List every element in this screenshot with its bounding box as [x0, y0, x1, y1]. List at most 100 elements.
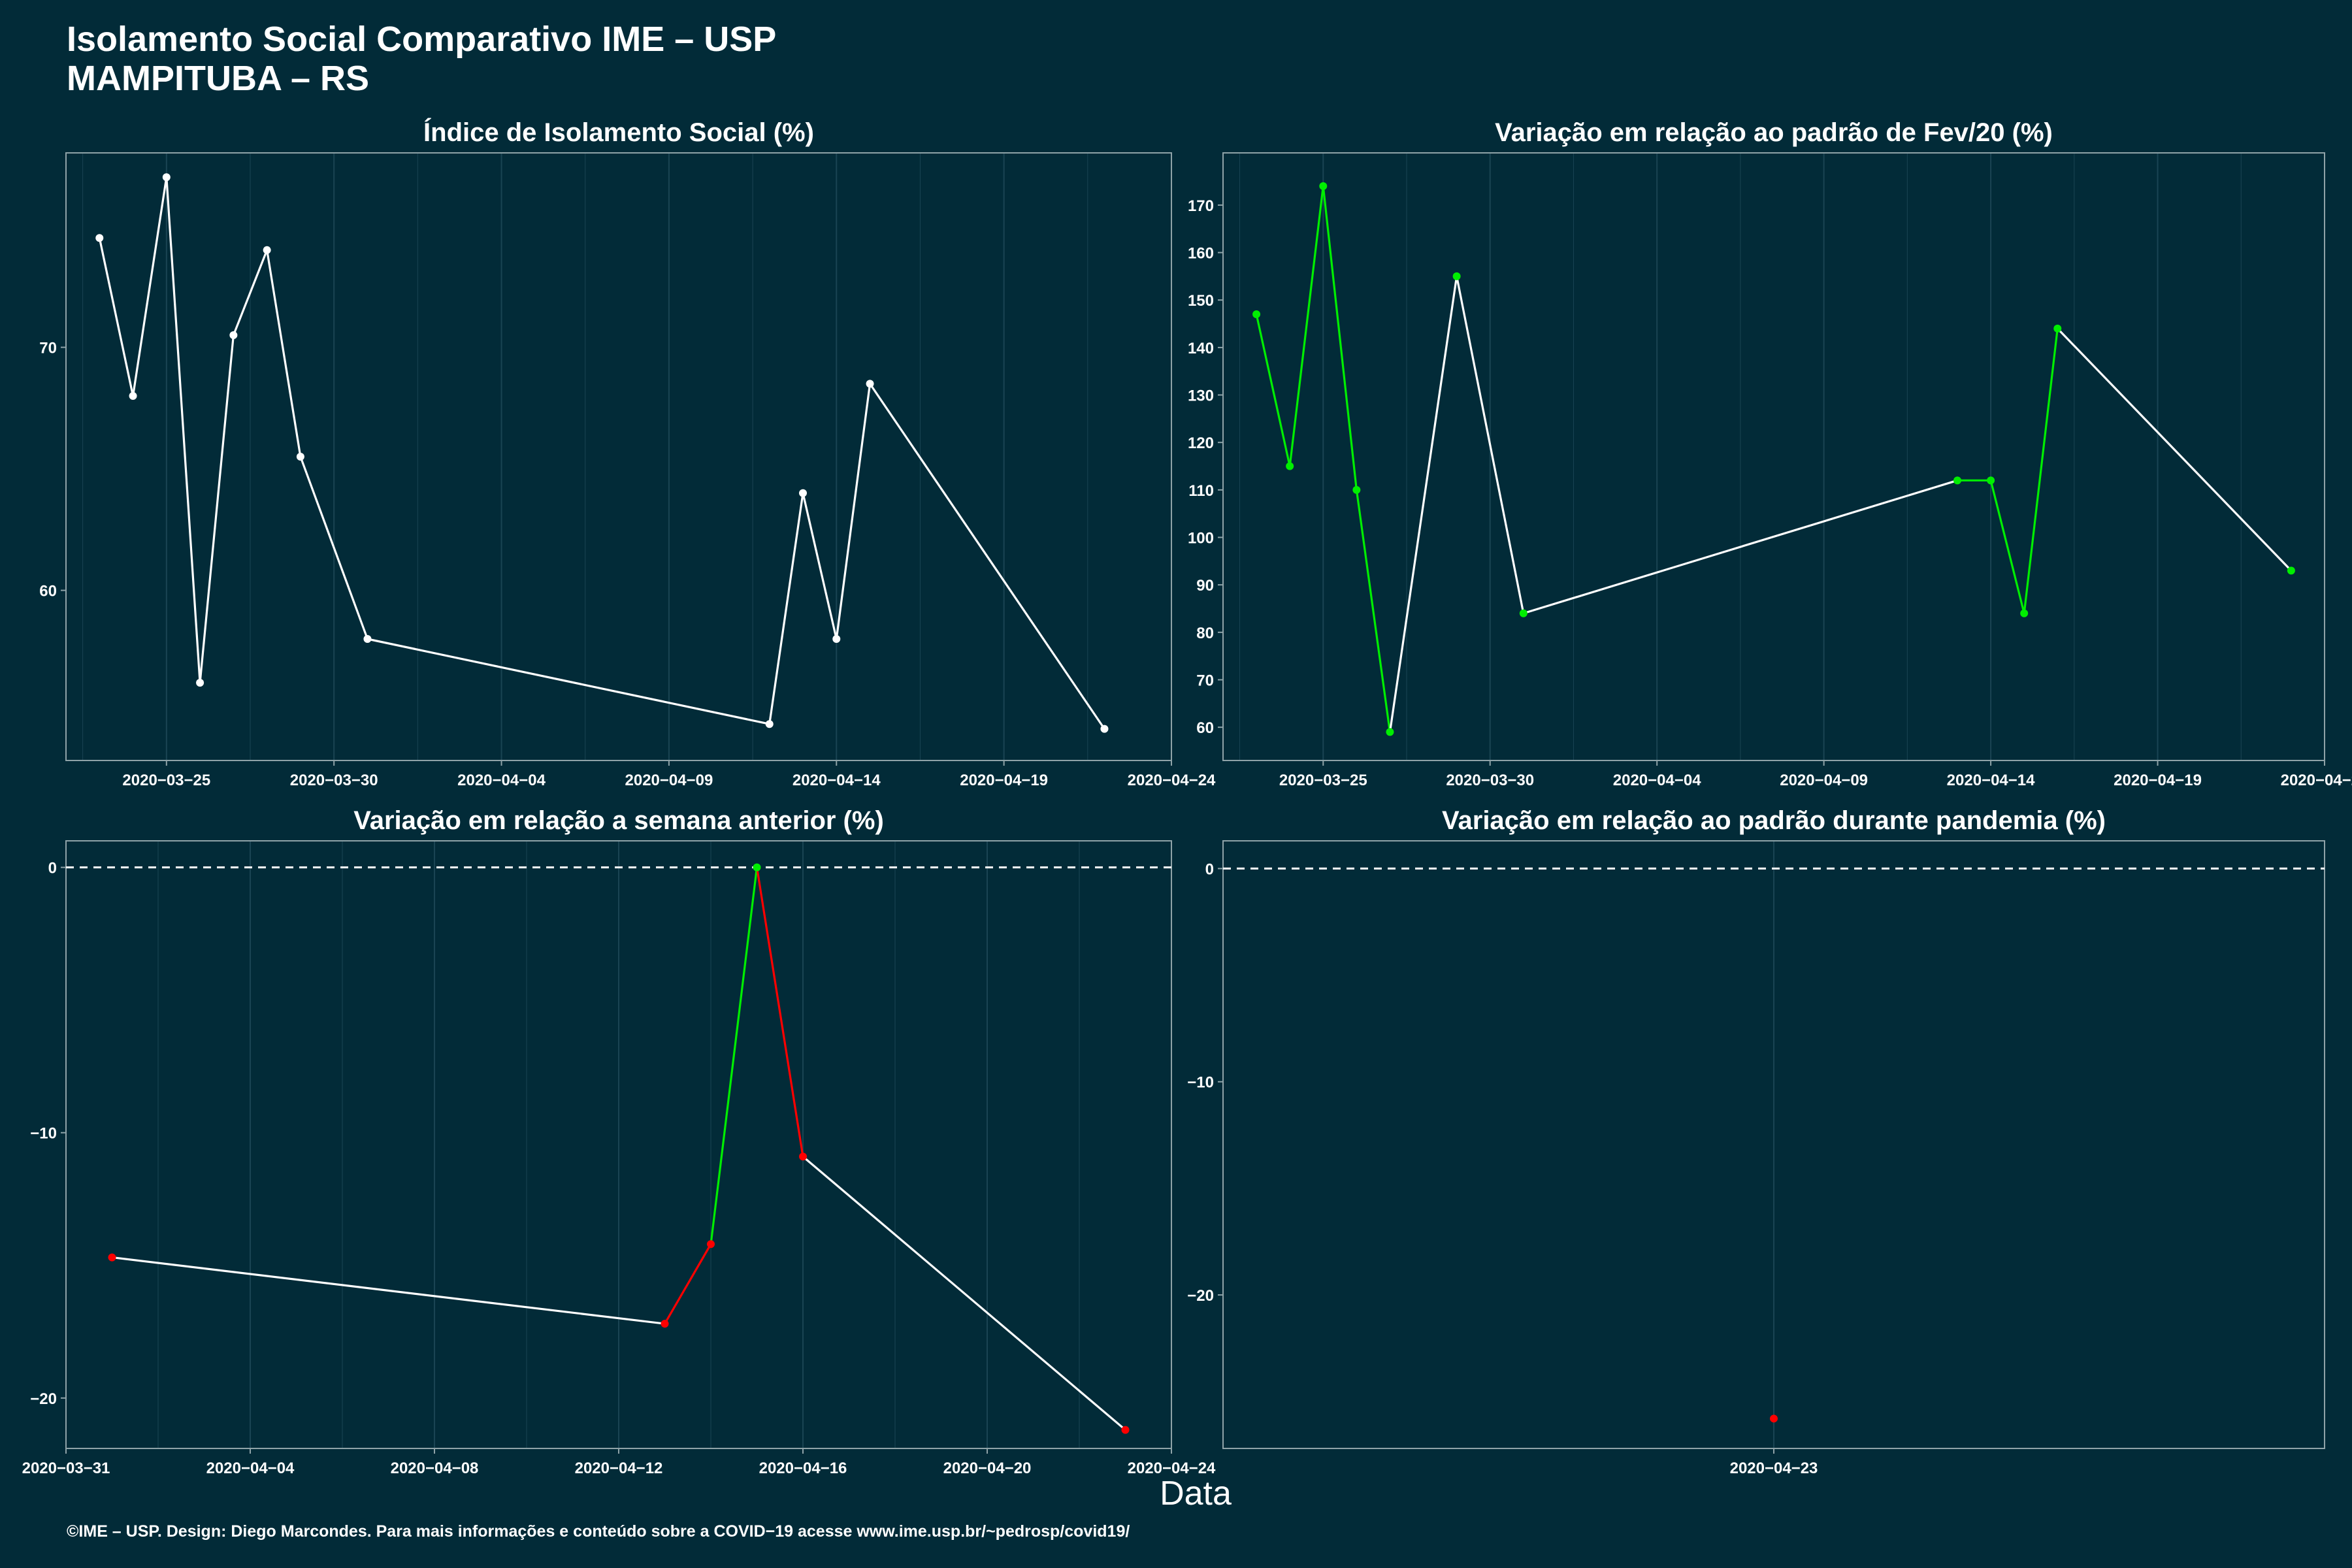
- x-tick-label: 2020−04−08: [391, 1460, 479, 1477]
- x-tick-label: 2020−04−24: [1128, 772, 1216, 789]
- line-segment: [1322, 185, 1358, 491]
- data-point: [296, 453, 304, 461]
- data-points: [95, 173, 1109, 733]
- data-point: [129, 392, 137, 400]
- line-segment: [165, 176, 201, 684]
- x-tick-label: 2020−04−09: [625, 772, 713, 789]
- y-tick-label: 130: [1188, 387, 1214, 405]
- series-line: [98, 176, 1106, 730]
- x-tick-label: 2020−03−30: [290, 772, 378, 789]
- figure-title-line-1: Isolamento Social Comparativo IME – USP: [67, 20, 776, 59]
- line-segment: [131, 176, 168, 397]
- data-point: [229, 331, 238, 339]
- line-segment: [110, 1256, 666, 1325]
- data-point: [1987, 476, 1995, 485]
- y-tick-label: 100: [1188, 530, 1214, 547]
- y-tick-label: −10: [30, 1125, 57, 1143]
- line-segment: [266, 249, 302, 458]
- line-segment: [2056, 327, 2293, 572]
- data-point: [753, 863, 761, 872]
- data-point: [799, 489, 807, 497]
- y-tick-label: 140: [1188, 340, 1214, 357]
- data-point: [1953, 476, 1961, 485]
- x-tick-label: 2020−04−24: [1128, 1460, 1216, 1477]
- y-tick-label: 120: [1188, 434, 1214, 452]
- panel-3: Variação em relação a semana anterior (%…: [22, 806, 1216, 1477]
- line-segment: [1255, 313, 1291, 468]
- line-segment: [755, 866, 804, 1158]
- data-points: [1770, 1414, 1778, 1423]
- y-tick-label: 60: [39, 583, 57, 600]
- data-point: [196, 678, 204, 687]
- gridlines: [82, 153, 1088, 760]
- gridlines: [157, 841, 1080, 1448]
- panel-2: Variação em relação ao padrão de Fev/20 …: [1188, 118, 2352, 789]
- x-tick-label: 2020−03−31: [22, 1460, 110, 1477]
- line-segment: [98, 237, 135, 397]
- data-point: [1100, 725, 1109, 733]
- x-tick-label: 2020−04−14: [792, 772, 881, 789]
- y-tick-label: 70: [39, 340, 57, 357]
- line-segment: [868, 382, 1106, 730]
- y-tick-label: 0: [48, 860, 57, 877]
- data-point: [363, 635, 372, 643]
- line-segment: [710, 866, 759, 1245]
- x-tick-label: 2020−04−04: [457, 772, 546, 789]
- line-segment: [366, 638, 771, 725]
- line-segment: [2023, 327, 2059, 615]
- data-point: [1452, 272, 1461, 280]
- x-tick-label: 2020−04−23: [1730, 1460, 1818, 1477]
- line-segment: [802, 492, 838, 640]
- panels: Índice de Isolamento Social (%) 2020−03−2…: [22, 118, 2352, 1477]
- line-segment: [835, 382, 872, 640]
- data-point: [866, 380, 874, 388]
- line-segment: [199, 334, 235, 684]
- data-points: [108, 863, 1130, 1434]
- y-tick-label: 160: [1188, 245, 1214, 263]
- line-segment: [1288, 185, 1324, 468]
- data-point: [95, 234, 104, 242]
- x-tick-label: 2020−04−20: [943, 1460, 1032, 1477]
- y-tick-label: 80: [1196, 625, 1214, 642]
- x-tick-label: 2020−04−09: [1780, 772, 1868, 789]
- x-tick-label: 2020−03−25: [1279, 772, 1367, 789]
- panel-border: [65, 152, 1172, 761]
- panel-title: Índice de Isolamento Social (%): [423, 118, 814, 147]
- data-point: [661, 1320, 669, 1328]
- data-point: [1519, 609, 1527, 617]
- x-tick-label: 2020−04−04: [1613, 772, 1701, 789]
- x-tick-label: 2020−04−19: [2114, 772, 2202, 789]
- panel-title: Variação em relação ao padrão de Fev/20 …: [1495, 118, 2053, 147]
- x-tick-label: 2020−04−14: [1947, 772, 2035, 789]
- data-point: [1121, 1426, 1130, 1434]
- series-line: [110, 866, 1127, 1431]
- data-point: [2053, 324, 2062, 333]
- y-tick-label: 70: [1196, 672, 1214, 689]
- y-tick-label: −20: [30, 1390, 57, 1408]
- data-point: [1286, 462, 1294, 470]
- x-tick-label: 2020−03−25: [122, 772, 210, 789]
- line-segment: [299, 455, 369, 640]
- y-tick-label: 60: [1196, 719, 1214, 737]
- x-axis-label: Data: [1160, 1475, 1232, 1512]
- line-segment: [663, 1243, 712, 1325]
- y-tick-label: −20: [1187, 1287, 1214, 1305]
- series-line: [1255, 185, 2293, 734]
- figure-title-line-2: MAMPITUBA – RS: [67, 59, 369, 98]
- data-point: [1770, 1414, 1778, 1423]
- y-tick-label: 0: [1205, 860, 1214, 878]
- x-tick-label: 2020−04−24: [2281, 772, 2352, 789]
- data-point: [263, 246, 271, 254]
- line-segment: [1522, 479, 1959, 615]
- x-tick-label: 2020−04−12: [575, 1460, 663, 1477]
- data-point: [162, 173, 171, 182]
- gridlines: [1239, 153, 2242, 760]
- data-point: [2287, 566, 2295, 575]
- data-point: [1319, 182, 1328, 190]
- line-segment: [1989, 479, 2025, 615]
- x-tick-label: 2020−04−04: [206, 1460, 295, 1477]
- panel-border: [1222, 152, 2325, 761]
- data-point: [108, 1253, 116, 1262]
